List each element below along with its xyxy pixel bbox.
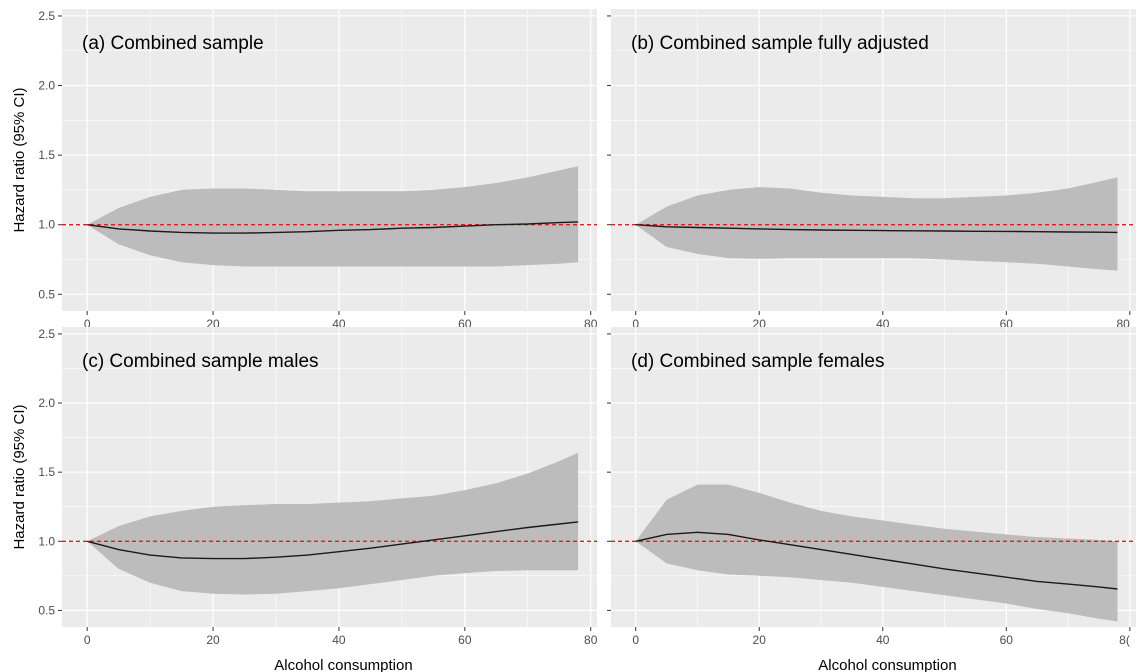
x-tick-label: 0 — [84, 633, 91, 647]
x-tick-label: 40 — [332, 633, 346, 647]
y-tick-label: 1.0 — [38, 534, 55, 548]
panel-title: (d) Combined sample females — [631, 351, 884, 372]
x-tick-label: 20 — [753, 633, 767, 647]
y-axis-label: Hazard ratio (95% CI) — [11, 87, 28, 232]
x-tick-label: 60 — [1000, 633, 1014, 647]
y-tick-label: 2.0 — [38, 396, 55, 410]
y-tick-label: 1.0 — [38, 218, 55, 232]
chart-panel: (c) Combined sample males 0 20 40 60 80 0.5 1.0… — [11, 327, 598, 672]
panel-title: (a) Combined sample — [82, 33, 264, 54]
confidence-band — [87, 166, 579, 267]
x-tick-label: 0 — [84, 317, 91, 331]
x-axis-label: Alcohol consumption — [818, 657, 956, 672]
y-axis-label: Hazard ratio (95% CI) — [11, 404, 28, 549]
y-tick-label: 1.5 — [38, 465, 55, 479]
panel-background — [611, 9, 1136, 311]
chart-panel: (d) Combined sample females 0 20 40 60 8( Alco… — [607, 327, 1136, 672]
y-tick-label: 2.5 — [38, 9, 55, 23]
y-tick-label: 0.5 — [38, 603, 55, 617]
hazard-ratio-line — [635, 531, 1118, 590]
confidence-band — [635, 484, 1118, 622]
x-tick-label: 20 — [206, 633, 220, 647]
y-tick-label: 2.0 — [38, 79, 55, 93]
x-tick-label: 0 — [632, 317, 639, 331]
x-tick-label: 0 — [632, 633, 639, 647]
y-tick-label: 0.5 — [38, 287, 55, 301]
panel-title: (c) Combined sample males — [82, 351, 319, 372]
x-tick-label: 40 — [876, 633, 890, 647]
hazard-ratio-line — [635, 224, 1118, 234]
x-axis-label: Alcohol consumption — [274, 657, 412, 672]
hazard-ratio-line — [87, 521, 579, 560]
x-tick-label: 80 — [584, 633, 598, 647]
y-tick-label: 1.5 — [38, 148, 55, 162]
x-tick-label: 8( — [1119, 633, 1130, 647]
y-tick-label: 2.5 — [38, 327, 55, 341]
panel-title: (b) Combined sample fully adjusted — [631, 33, 929, 54]
x-tick-label: 60 — [458, 633, 472, 647]
hazard-ratio-line — [87, 221, 579, 234]
confidence-band — [635, 177, 1118, 271]
